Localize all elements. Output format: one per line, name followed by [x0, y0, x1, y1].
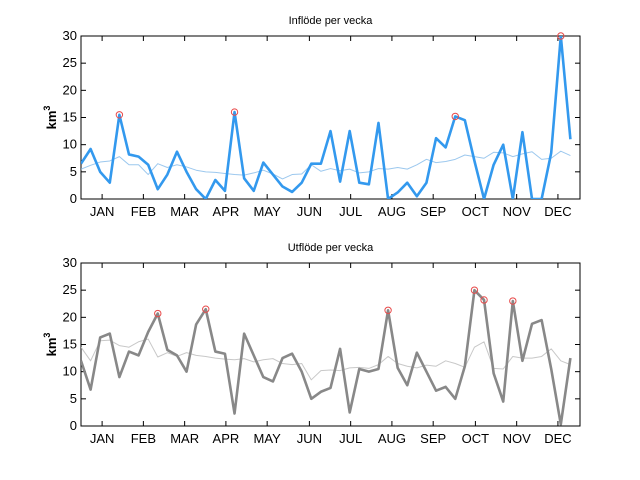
y-axis-label: km3 [42, 333, 59, 357]
y-tick-label: 30 [63, 255, 77, 270]
series-line-weekly [81, 288, 572, 426]
series-line-weekly [81, 36, 572, 199]
x-tick-label-may: MAY [254, 204, 282, 219]
x-tick-label-sep: SEP [420, 204, 446, 219]
peak-marker [230, 108, 239, 116]
x-tick-label-nov: NOV [503, 204, 532, 219]
x-tick-label-nov: NOV [503, 431, 532, 446]
inflow-chart: 0 5 10 15 20 25 30 JAN FEB MAR APR MAY JUN JUL AUG SEP O… [42, 15, 581, 219]
y-tick-label: 5 [70, 391, 77, 406]
x-tick-label-jan: JAN [90, 204, 115, 219]
y-tick-label: 25 [63, 55, 77, 70]
x-tick-label-feb: FEB [131, 431, 156, 446]
y-tick-label: 15 [63, 337, 77, 352]
outflow-chart: 0 5 10 15 20 25 30 JAN FEB MAR APR MAY JUN JUL AUG SEP O… [42, 242, 581, 446]
y-tick-label: 15 [63, 110, 77, 125]
x-tick-label-jun: JUN [297, 204, 322, 219]
x-tick-label-mar: MAR [170, 431, 199, 446]
x-tick-label-aug: AUG [378, 204, 406, 219]
plot-frame [80, 262, 581, 427]
x-tick-label-aug: AUG [378, 431, 406, 446]
peak-marker [451, 112, 459, 121]
peak-marker [509, 297, 517, 305]
x-tick-label-dec: DEC [544, 204, 571, 219]
y-tick-label: 10 [63, 137, 77, 152]
x-tick-label-oct: OCT [462, 431, 490, 446]
peak-marker [202, 305, 210, 313]
y-axis-label-superscript: 3 [42, 106, 52, 111]
peak-marker [480, 296, 488, 304]
y-tick-label: 25 [63, 282, 77, 297]
y-tick-label: 0 [70, 418, 77, 433]
series-line-average [81, 150, 571, 180]
x-tick-label-jun: JUN [297, 431, 322, 446]
peak-marker [470, 286, 479, 294]
peak-marker [384, 306, 392, 314]
peak-marker [557, 32, 565, 40]
y-tick-label: 30 [63, 28, 77, 43]
x-tick-label-apr: APR [213, 431, 240, 446]
chart-title: Utflöde per vecka [288, 242, 374, 254]
x-tick-label-jul: JUL [339, 431, 362, 446]
peak-marker [154, 309, 162, 318]
y-tick-label: 20 [63, 82, 77, 97]
plot-frame [80, 35, 581, 200]
series-line-average [81, 338, 571, 381]
x-tick-label-jan: JAN [90, 431, 115, 446]
x-tick-label-may: MAY [254, 431, 282, 446]
x-tick-label-apr: APR [213, 204, 240, 219]
y-axis-label-superscript: 3 [42, 333, 52, 338]
y-tick-label: 0 [70, 191, 77, 206]
x-tick-label-jul: JUL [339, 204, 362, 219]
x-tick-label-oct: OCT [462, 204, 490, 219]
x-tick-label-sep: SEP [420, 431, 446, 446]
x-tick-label-dec: DEC [544, 431, 571, 446]
y-tick-label: 10 [63, 364, 77, 379]
peak-marker [115, 111, 124, 119]
chart-title: Inflöde per vecka [289, 15, 374, 27]
y-axis-label: km3 [42, 106, 59, 130]
x-tick-label-mar: MAR [170, 204, 199, 219]
y-tick-label: 5 [70, 164, 77, 179]
y-tick-label: 20 [63, 309, 77, 324]
x-tick-label-feb: FEB [131, 204, 156, 219]
